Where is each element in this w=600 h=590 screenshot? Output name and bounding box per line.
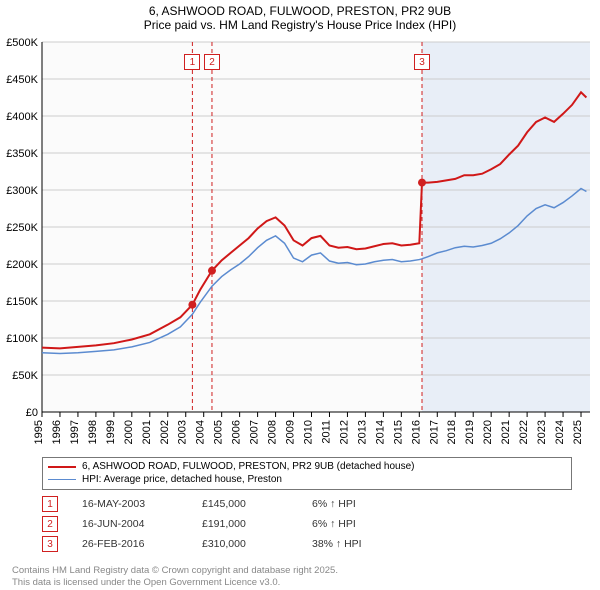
title-line-2: Price paid vs. HM Land Registry's House … <box>0 18 600 32</box>
sale-price: £191,000 <box>202 518 312 530</box>
sale-date: 16-MAY-2003 <box>82 498 202 510</box>
svg-text:2015: 2015 <box>392 420 404 444</box>
svg-text:£450K: £450K <box>6 74 38 86</box>
plot-svg <box>42 42 590 412</box>
svg-text:£0: £0 <box>26 407 38 419</box>
svg-text:£150K: £150K <box>6 296 38 308</box>
chart-container: 6, ASHWOOD ROAD, FULWOOD, PRESTON, PR2 9… <box>0 0 600 590</box>
svg-text:£200K: £200K <box>6 259 38 271</box>
svg-text:£300K: £300K <box>6 185 38 197</box>
svg-text:1998: 1998 <box>87 420 99 444</box>
svg-text:£400K: £400K <box>6 111 38 123</box>
svg-text:2011: 2011 <box>320 420 332 444</box>
svg-text:2005: 2005 <box>213 420 225 444</box>
svg-text:2013: 2013 <box>356 420 368 444</box>
svg-text:2024: 2024 <box>554 420 566 444</box>
svg-text:1999: 1999 <box>105 420 117 444</box>
sale-marker-badge: 3 <box>414 54 430 70</box>
svg-text:2002: 2002 <box>159 420 171 444</box>
svg-text:2017: 2017 <box>428 420 440 444</box>
legend-row: 6, ASHWOOD ROAD, FULWOOD, PRESTON, PR2 9… <box>48 460 566 473</box>
svg-text:£500K: £500K <box>6 37 38 49</box>
legend-row: HPI: Average price, detached house, Pres… <box>48 473 566 486</box>
sales-table: 1 16-MAY-2003£145,0006% ↑ HPI 2 16-JUN-2004… <box>42 494 402 554</box>
sale-price: £310,000 <box>202 538 312 550</box>
title-line-1: 6, ASHWOOD ROAD, FULWOOD, PRESTON, PR2 9… <box>0 4 600 18</box>
footer: Contains HM Land Registry data © Crown c… <box>12 565 338 588</box>
svg-text:£50K: £50K <box>12 370 38 382</box>
sale-pct: 38% ↑ HPI <box>312 538 402 550</box>
svg-text:£350K: £350K <box>6 148 38 160</box>
sale-date: 26-FEB-2016 <box>82 538 202 550</box>
svg-text:2023: 2023 <box>536 420 548 444</box>
legend: 6, ASHWOOD ROAD, FULWOOD, PRESTON, PR2 9… <box>42 457 572 490</box>
svg-text:2020: 2020 <box>482 420 494 444</box>
svg-text:2001: 2001 <box>141 420 153 444</box>
sale-badge: 3 <box>42 536 58 552</box>
plot-area <box>42 42 590 412</box>
svg-text:2008: 2008 <box>267 420 279 444</box>
sale-row: 3 26-FEB-2016£310,00038% ↑ HPI <box>42 534 402 554</box>
svg-text:£250K: £250K <box>6 222 38 234</box>
svg-text:2004: 2004 <box>195 420 207 444</box>
svg-text:2014: 2014 <box>374 420 386 444</box>
svg-text:1995: 1995 <box>33 420 45 444</box>
svg-text:2021: 2021 <box>500 420 512 444</box>
svg-text:2016: 2016 <box>410 420 422 444</box>
legend-swatch <box>48 479 76 480</box>
svg-text:2000: 2000 <box>123 420 135 444</box>
svg-text:2007: 2007 <box>249 420 261 444</box>
sale-marker-badge: 1 <box>184 54 200 70</box>
sale-date: 16-JUN-2004 <box>82 518 202 530</box>
svg-text:2006: 2006 <box>231 420 243 444</box>
sale-row: 2 16-JUN-2004£191,0006% ↑ HPI <box>42 514 402 534</box>
svg-text:2012: 2012 <box>338 420 350 444</box>
legend-label: 6, ASHWOOD ROAD, FULWOOD, PRESTON, PR2 9… <box>82 461 415 472</box>
svg-text:£100K: £100K <box>6 333 38 345</box>
sale-row: 1 16-MAY-2003£145,0006% ↑ HPI <box>42 494 402 514</box>
sale-pct: 6% ↑ HPI <box>312 498 402 510</box>
footer-line-1: Contains HM Land Registry data © Crown c… <box>12 565 338 576</box>
chart-title: 6, ASHWOOD ROAD, FULWOOD, PRESTON, PR2 9… <box>0 0 600 32</box>
legend-swatch <box>48 466 76 468</box>
svg-text:1996: 1996 <box>51 420 63 444</box>
svg-text:2010: 2010 <box>303 420 315 444</box>
svg-text:2025: 2025 <box>572 420 584 444</box>
sale-price: £145,000 <box>202 498 312 510</box>
svg-text:2022: 2022 <box>518 420 530 444</box>
sale-badge: 1 <box>42 496 58 512</box>
svg-text:2009: 2009 <box>285 420 297 444</box>
legend-label: HPI: Average price, detached house, Pres… <box>82 474 282 485</box>
svg-text:2003: 2003 <box>177 420 189 444</box>
svg-text:1997: 1997 <box>69 420 81 444</box>
sale-marker-badge: 2 <box>204 54 220 70</box>
svg-text:2019: 2019 <box>464 420 476 444</box>
sale-badge: 2 <box>42 516 58 532</box>
sale-pct: 6% ↑ HPI <box>312 518 402 530</box>
footer-line-2: This data is licensed under the Open Gov… <box>12 577 338 588</box>
svg-text:2018: 2018 <box>446 420 458 444</box>
